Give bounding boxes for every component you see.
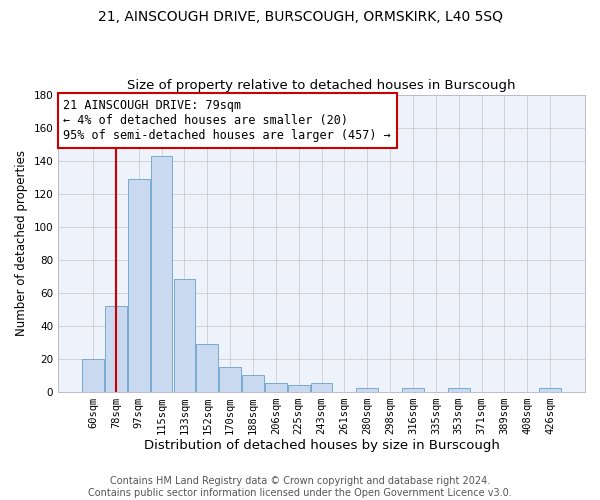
Title: Size of property relative to detached houses in Burscough: Size of property relative to detached ho… — [127, 79, 516, 92]
Bar — [151, 156, 172, 392]
Text: 21 AINSCOUGH DRIVE: 79sqm
← 4% of detached houses are smaller (20)
95% of semi-d: 21 AINSCOUGH DRIVE: 79sqm ← 4% of detach… — [64, 99, 391, 142]
Bar — [265, 384, 287, 392]
Bar — [128, 178, 149, 392]
Text: 21, AINSCOUGH DRIVE, BURSCOUGH, ORMSKIRK, L40 5SQ: 21, AINSCOUGH DRIVE, BURSCOUGH, ORMSKIRK… — [97, 10, 503, 24]
Bar — [173, 280, 195, 392]
Bar — [539, 388, 561, 392]
Bar — [311, 384, 332, 392]
Text: Contains HM Land Registry data © Crown copyright and database right 2024.
Contai: Contains HM Land Registry data © Crown c… — [88, 476, 512, 498]
X-axis label: Distribution of detached houses by size in Burscough: Distribution of detached houses by size … — [143, 440, 500, 452]
Y-axis label: Number of detached properties: Number of detached properties — [15, 150, 28, 336]
Bar — [196, 344, 218, 392]
Bar — [356, 388, 378, 392]
Bar — [219, 367, 241, 392]
Bar — [242, 375, 264, 392]
Bar — [82, 358, 104, 392]
Bar — [105, 306, 127, 392]
Bar — [402, 388, 424, 392]
Bar — [448, 388, 470, 392]
Bar — [288, 385, 310, 392]
